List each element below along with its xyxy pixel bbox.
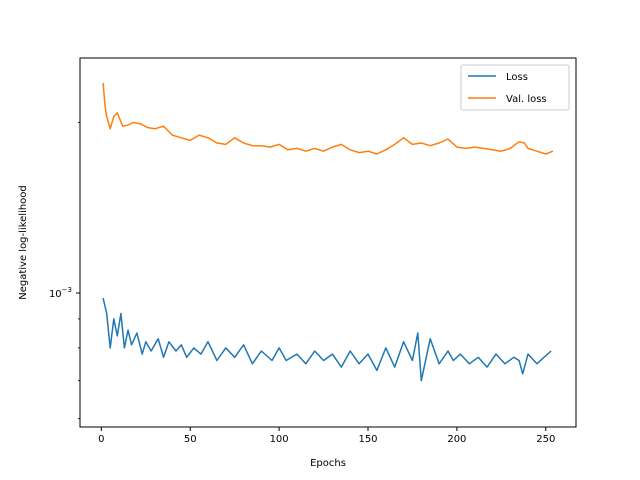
axis-ticks: 0 50 100 150 200 250 10−3 bbox=[49, 122, 555, 445]
x-tick-label: 250 bbox=[536, 434, 555, 445]
x-tick-label: 100 bbox=[270, 434, 289, 445]
legend-label-loss: Loss bbox=[506, 72, 528, 83]
legend: Loss Val. loss bbox=[460, 64, 570, 111]
series-line-val-loss bbox=[102, 82, 554, 155]
x-tick-label: 200 bbox=[447, 434, 466, 445]
plot-area bbox=[102, 82, 554, 382]
legend-label-val-loss: Val. loss bbox=[506, 94, 547, 105]
x-axis-label: Epochs bbox=[310, 458, 346, 469]
y-axis-label: Negative log-likelihood bbox=[18, 185, 29, 300]
y-tick-label: 10−3 bbox=[49, 286, 72, 300]
x-tick-label: 150 bbox=[358, 434, 377, 445]
x-tick-label: 0 bbox=[98, 434, 104, 445]
x-tick-label: 50 bbox=[184, 434, 197, 445]
series-line-loss bbox=[102, 297, 552, 382]
axes-frame bbox=[79, 57, 577, 428]
